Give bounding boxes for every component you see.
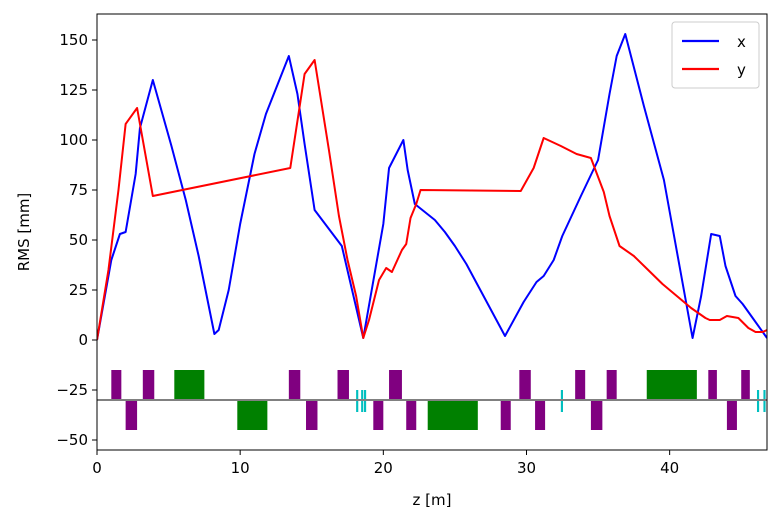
y-tick-label: −50 — [56, 431, 88, 449]
lattice-quad-13 — [406, 400, 417, 430]
plot-frame — [96, 13, 768, 451]
lattice-quad-0 — [111, 370, 122, 400]
legend-label-x: x — [737, 33, 746, 51]
series-line-x — [97, 33, 767, 341]
lattice-quad-21 — [606, 370, 617, 400]
lattice-dipole-22 — [646, 370, 697, 400]
x-tick-label: 20 — [374, 459, 393, 477]
y-tick-label: 150 — [59, 31, 88, 49]
x-axis-label: z [m] — [413, 491, 452, 509]
x-tick-label: 0 — [92, 459, 102, 477]
lattice-quad-23 — [708, 370, 717, 400]
x-tick-label: 10 — [231, 459, 250, 477]
lattice-quad-20 — [590, 400, 603, 430]
lattice-quad-15 — [500, 400, 511, 430]
lattice-quad-24 — [726, 400, 737, 430]
lattice-layer — [97, 370, 767, 430]
y-tick-label: 0 — [78, 331, 88, 349]
lattice-quad-1 — [125, 400, 138, 430]
lattice-quad-5 — [288, 370, 301, 400]
x-tick-label: 30 — [517, 459, 536, 477]
legend-box — [671, 21, 760, 89]
y-tick-label: 100 — [59, 131, 88, 149]
lattice-dipole-14 — [427, 400, 478, 430]
lattice-quad-6 — [306, 400, 318, 430]
legend-label-y: y — [737, 61, 746, 79]
x-tick-label: 40 — [660, 459, 679, 477]
legend: x y — [671, 21, 760, 89]
y-tick-label: −25 — [56, 381, 88, 399]
series-layer — [97, 33, 767, 341]
lattice-quad-16 — [519, 370, 531, 400]
lattice-quad-17 — [535, 400, 546, 430]
lattice-quad-11 — [373, 400, 384, 430]
y-tick-label: 50 — [69, 231, 88, 249]
y-tick-label: 125 — [59, 81, 88, 99]
series-line-y — [97, 59, 767, 341]
lattice-quad-2 — [142, 370, 155, 400]
y-tick-label: 25 — [69, 281, 88, 299]
y-axis-label: RMS [mm] — [15, 193, 33, 272]
lattice-quad-12 — [389, 370, 402, 400]
lattice-dipole-4 — [237, 400, 268, 430]
lattice-quad-25 — [741, 370, 750, 400]
x-axis: 0 10 20 30 40 — [92, 450, 679, 477]
lattice-quad-19 — [575, 370, 586, 400]
lattice-dipole-3 — [174, 370, 205, 400]
lattice-quad-7 — [337, 370, 349, 400]
y-tick-label: 75 — [69, 181, 88, 199]
y-axis: −50 −25 0 25 50 75 100 125 150 — [56, 31, 97, 449]
